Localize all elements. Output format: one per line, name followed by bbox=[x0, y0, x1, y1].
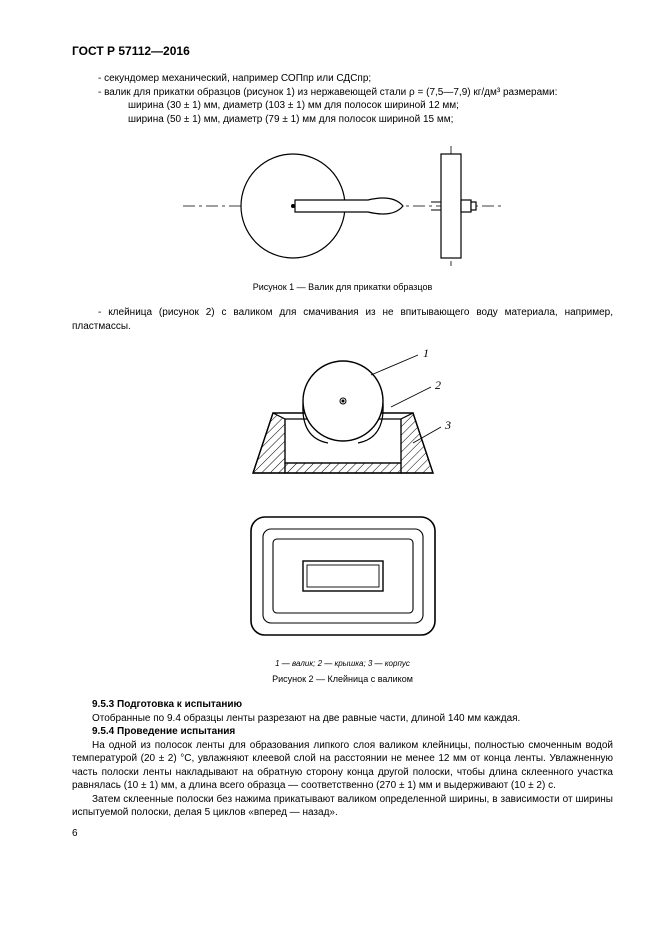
section-953: 9.5.3 Подготовка к испытанию Отобранные … bbox=[72, 698, 613, 820]
figure-2-legend: 1 — валик; 2 — крышка; 3 — корпус bbox=[72, 659, 613, 668]
svg-text:2: 2 bbox=[435, 378, 441, 392]
figure-2-top bbox=[72, 499, 613, 649]
equipment-list: - секундомер механический, например СОПп… bbox=[72, 72, 613, 126]
figure-2-side: 1 2 3 bbox=[72, 343, 613, 493]
section-title: Проведение испытания bbox=[114, 726, 235, 737]
figure-2-caption: Рисунок 2 — Клейница с валиком bbox=[72, 674, 613, 684]
list-item: - клейница (рисунок 2) с валиком для сма… bbox=[72, 306, 613, 333]
list-item: - валик для прикатки образцов (рисунок 1… bbox=[72, 86, 613, 100]
equipment-list-2: - клейница (рисунок 2) с валиком для сма… bbox=[72, 306, 613, 333]
gluer-side-drawing: 1 2 3 bbox=[213, 343, 473, 493]
svg-text:1: 1 bbox=[423, 346, 429, 360]
standard-code: ГОСТ Р 57112—2016 bbox=[72, 44, 613, 58]
section-number: 9.5.4 bbox=[92, 726, 114, 737]
section-title: Подготовка к испытанию bbox=[114, 699, 242, 710]
svg-text:3: 3 bbox=[444, 418, 451, 432]
paragraph: На одной из полосок ленты для образовани… bbox=[72, 739, 613, 793]
list-subitem: ширина (30 ± 1) мм, диаметр (103 ± 1) мм… bbox=[72, 99, 613, 113]
roller-drawing bbox=[183, 136, 503, 276]
list-subitem: ширина (50 ± 1) мм, диаметр (79 ± 1) мм … bbox=[72, 113, 613, 127]
document-page: ГОСТ Р 57112—2016 - секундомер механичес… bbox=[0, 0, 661, 859]
figure-1-caption: Рисунок 1 — Валик для прикатки образцов bbox=[72, 282, 613, 292]
paragraph: Затем склеенные полоски без нажима прика… bbox=[72, 793, 613, 820]
paragraph: Отобранные по 9.4 образцы ленты разрезаю… bbox=[72, 712, 613, 726]
page-number: 6 bbox=[72, 828, 613, 839]
section-number: 9.5.3 bbox=[92, 699, 114, 710]
figure-1 bbox=[72, 136, 613, 276]
gluer-top-drawing bbox=[233, 499, 453, 649]
list-item: - секундомер механический, например СОПп… bbox=[72, 72, 613, 86]
